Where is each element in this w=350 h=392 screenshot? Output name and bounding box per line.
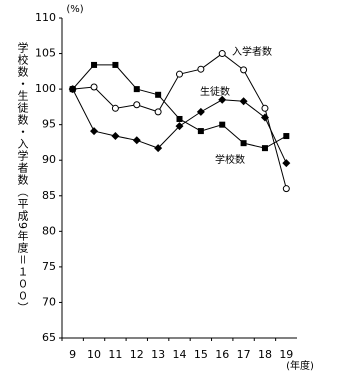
x-tick-label: 11 — [108, 348, 122, 361]
y-unit: (%) — [66, 4, 83, 15]
x-unit: (年度) — [286, 359, 314, 372]
marker — [197, 65, 205, 73]
marker — [197, 128, 204, 135]
marker — [154, 108, 162, 116]
y-tick-label: 110 — [35, 11, 56, 24]
marker — [155, 91, 162, 98]
marker — [283, 133, 290, 140]
y-tick-label: 90 — [42, 153, 56, 166]
marker — [219, 121, 226, 128]
y-axis-label: 学校数・生徒数・入学者数（平成9年度＝１００） — [16, 41, 29, 314]
marker — [218, 50, 226, 58]
marker — [282, 185, 290, 193]
marker — [154, 144, 163, 153]
x-tick-label: 9 — [69, 348, 76, 361]
marker — [176, 115, 183, 122]
y-tick-label: 70 — [42, 295, 56, 308]
marker — [218, 95, 227, 104]
x-tick-label: 14 — [173, 348, 187, 361]
x-tick-label: 17 — [237, 348, 251, 361]
series-label: 学校数 — [215, 153, 245, 166]
x-tick-label: 16 — [215, 348, 229, 361]
y-tick-label: 100 — [35, 82, 56, 95]
marker — [260, 113, 269, 122]
marker — [239, 97, 248, 106]
marker — [282, 159, 291, 168]
marker — [111, 132, 120, 141]
marker — [133, 86, 140, 93]
marker — [132, 136, 141, 145]
x-tick-label: 12 — [130, 348, 144, 361]
x-tick-label: 10 — [87, 348, 101, 361]
marker — [133, 101, 141, 109]
y-tick-label: 85 — [42, 189, 56, 202]
y-tick-label: 105 — [35, 47, 56, 60]
x-tick-label: 15 — [194, 348, 208, 361]
marker — [261, 145, 268, 152]
marker — [90, 83, 98, 91]
marker — [91, 61, 98, 68]
marker — [111, 104, 119, 112]
marker — [112, 61, 119, 68]
x-tick-label: 13 — [151, 348, 165, 361]
marker — [69, 86, 76, 93]
marker — [261, 104, 269, 112]
marker — [196, 107, 205, 116]
marker — [176, 70, 183, 78]
y-tick-label: 80 — [42, 224, 56, 237]
y-tick-label: 75 — [42, 260, 56, 273]
marker — [240, 140, 247, 147]
x-tick-label: 19 — [279, 348, 293, 361]
series-label: 入学者数 — [232, 45, 272, 58]
marker — [240, 66, 248, 74]
y-tick-label: 95 — [42, 118, 56, 131]
marker — [90, 127, 99, 136]
series-label: 生徒数 — [200, 85, 230, 98]
x-tick-label: 18 — [258, 348, 272, 361]
y-tick-label: 65 — [42, 331, 56, 344]
marker — [175, 122, 184, 131]
